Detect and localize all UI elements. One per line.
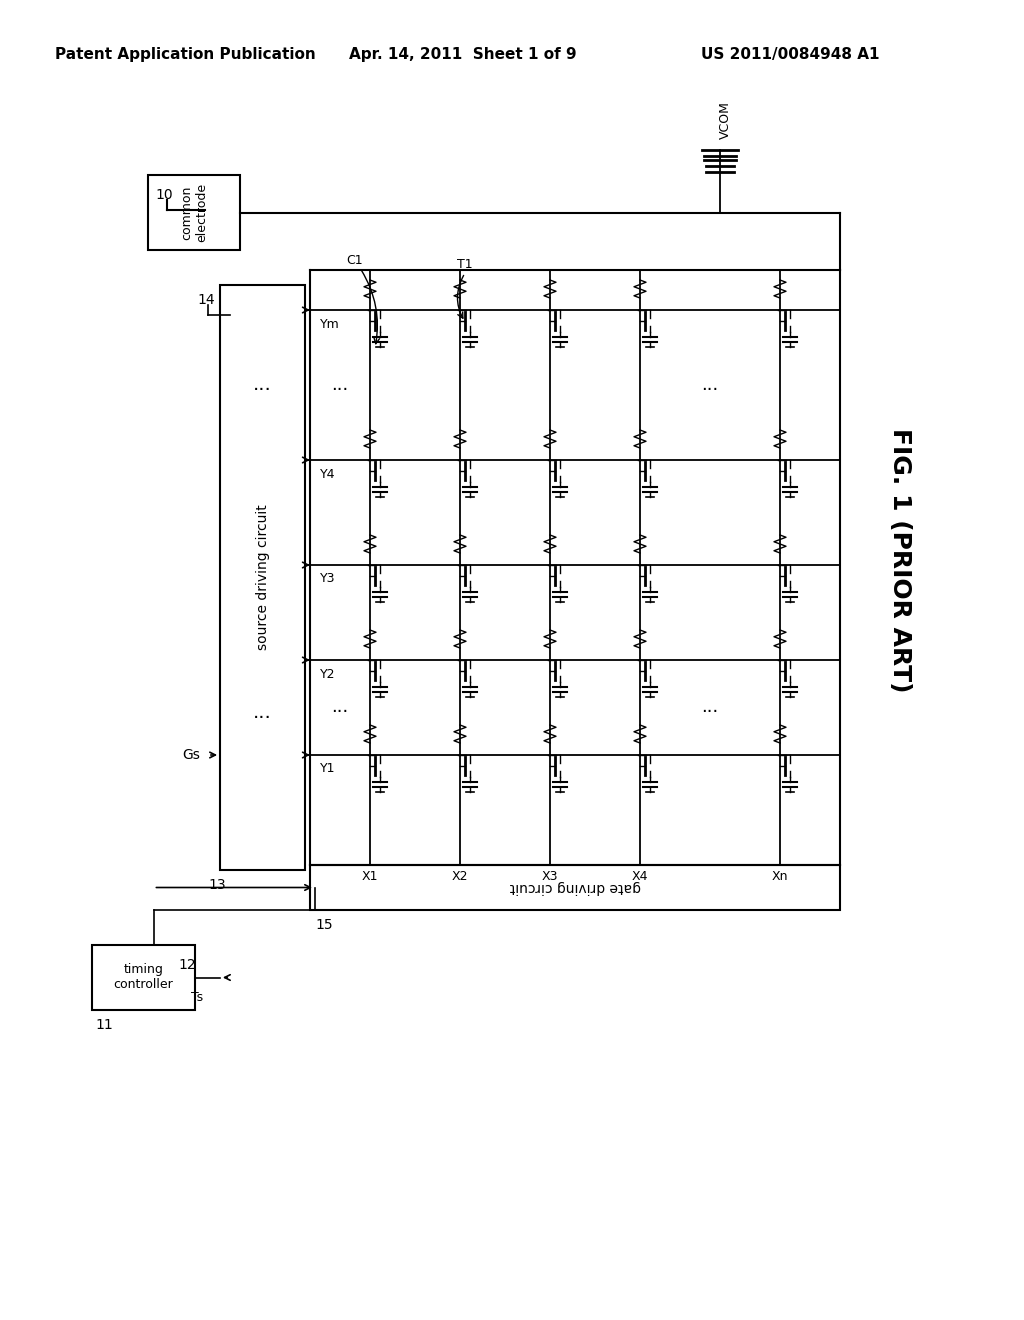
Text: X2: X2 (452, 870, 468, 883)
Text: 10: 10 (155, 187, 173, 202)
Text: ...: ... (701, 698, 719, 717)
Text: Patent Application Publication: Patent Application Publication (54, 48, 315, 62)
Text: 15: 15 (315, 917, 333, 932)
Text: Ym: Ym (319, 318, 340, 330)
Text: 11: 11 (95, 1018, 113, 1032)
Text: FIG. 1 (PRIOR ART): FIG. 1 (PRIOR ART) (888, 428, 912, 692)
Text: US 2011/0084948 A1: US 2011/0084948 A1 (700, 48, 880, 62)
Text: 14: 14 (197, 293, 215, 308)
Text: source driving circuit: source driving circuit (256, 504, 269, 651)
Text: Apr. 14, 2011  Sheet 1 of 9: Apr. 14, 2011 Sheet 1 of 9 (349, 48, 577, 62)
Text: X3: X3 (542, 870, 558, 883)
Text: Y1: Y1 (319, 763, 336, 776)
Bar (92, 945, 195, 1010)
Bar (220, 285, 305, 870)
Text: X4: X4 (632, 870, 648, 883)
Text: C1: C1 (347, 253, 364, 267)
Text: ...: ... (701, 376, 719, 393)
Text: ...: ... (332, 376, 348, 393)
Bar (310, 865, 840, 909)
Text: gate driving circuit: gate driving circuit (509, 880, 641, 895)
Text: X1: X1 (361, 870, 378, 883)
Text: ...: ... (253, 704, 272, 722)
Text: common
electrode: common electrode (180, 183, 208, 242)
Text: 13: 13 (208, 878, 225, 892)
Text: ...: ... (332, 698, 348, 717)
Bar (148, 176, 240, 249)
Text: Y2: Y2 (319, 668, 336, 681)
Text: Y3: Y3 (319, 573, 336, 586)
Text: Gs: Gs (182, 748, 200, 762)
Text: 12: 12 (178, 958, 197, 972)
Text: Y4: Y4 (319, 467, 336, 480)
Text: T1: T1 (457, 259, 473, 272)
Text: timing
controller: timing controller (114, 964, 173, 991)
Text: Ts: Ts (191, 991, 204, 1005)
Text: VCOM: VCOM (719, 102, 731, 139)
Text: ...: ... (253, 375, 272, 395)
Text: Xn: Xn (772, 870, 788, 883)
